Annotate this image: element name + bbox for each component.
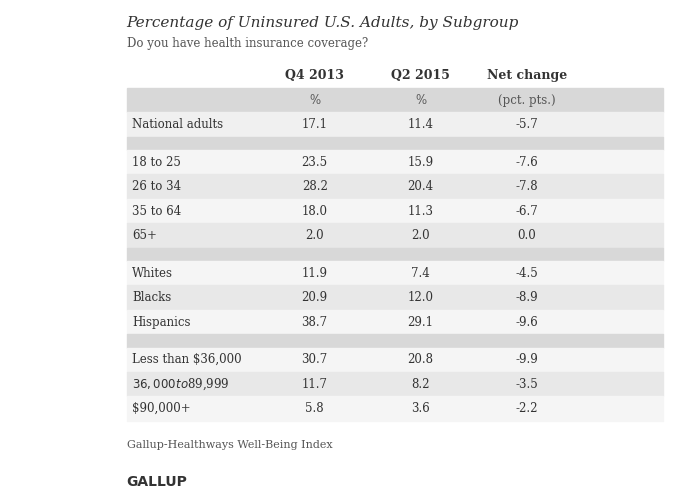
- Bar: [127, 285, 663, 310]
- Text: 17.1: 17.1: [302, 118, 328, 131]
- Bar: [127, 347, 663, 372]
- Text: Hispanics: Hispanics: [132, 316, 191, 328]
- Text: -3.5: -3.5: [515, 378, 538, 391]
- Text: National adults: National adults: [132, 118, 223, 131]
- Text: 20.9: 20.9: [302, 291, 328, 304]
- Bar: [127, 310, 663, 334]
- Text: Net change: Net change: [486, 69, 567, 82]
- Text: 7.4: 7.4: [411, 267, 430, 280]
- Text: $36,000 to $89,999: $36,000 to $89,999: [132, 376, 230, 392]
- Text: 11.7: 11.7: [302, 378, 328, 391]
- Text: 26 to 34: 26 to 34: [132, 180, 181, 193]
- Text: 35 to 64: 35 to 64: [132, 204, 181, 218]
- Text: 11.4: 11.4: [408, 118, 434, 131]
- Text: 15.9: 15.9: [408, 156, 434, 169]
- Bar: [127, 334, 663, 347]
- Text: -7.6: -7.6: [515, 156, 538, 169]
- Text: -6.7: -6.7: [515, 204, 538, 218]
- Bar: [127, 63, 663, 88]
- Text: 3.6: 3.6: [411, 402, 430, 415]
- Text: Whites: Whites: [132, 267, 173, 280]
- Text: Q4 2013: Q4 2013: [285, 69, 344, 82]
- Bar: [127, 137, 663, 150]
- Text: 28.2: 28.2: [302, 180, 328, 193]
- Text: 12.0: 12.0: [408, 291, 434, 304]
- Text: -4.5: -4.5: [515, 267, 538, 280]
- Text: %: %: [309, 94, 320, 107]
- Text: 29.1: 29.1: [408, 316, 434, 328]
- Text: -7.8: -7.8: [515, 180, 538, 193]
- Text: 18.0: 18.0: [302, 204, 328, 218]
- Text: GALLUP: GALLUP: [127, 475, 187, 488]
- Text: 30.7: 30.7: [302, 353, 328, 366]
- Text: -8.9: -8.9: [515, 291, 538, 304]
- Bar: [127, 248, 663, 261]
- Bar: [127, 261, 663, 285]
- Text: 20.4: 20.4: [408, 180, 434, 193]
- Text: -9.9: -9.9: [515, 353, 538, 366]
- Bar: [127, 150, 663, 174]
- Text: 5.8: 5.8: [305, 402, 324, 415]
- Text: 8.2: 8.2: [411, 378, 430, 391]
- Bar: [127, 88, 663, 112]
- Text: 18 to 25: 18 to 25: [132, 156, 181, 169]
- Text: 2.0: 2.0: [411, 229, 430, 242]
- Text: -2.2: -2.2: [516, 402, 538, 415]
- Text: Q2 2015: Q2 2015: [391, 69, 450, 82]
- Bar: [127, 396, 663, 421]
- Bar: [127, 174, 663, 199]
- Text: Less than $36,000: Less than $36,000: [132, 353, 241, 366]
- Bar: [127, 199, 663, 224]
- Text: 11.3: 11.3: [408, 204, 434, 218]
- Text: Gallup-Healthways Well-Being Index: Gallup-Healthways Well-Being Index: [127, 440, 332, 449]
- Text: 11.9: 11.9: [302, 267, 328, 280]
- Text: $90,000+: $90,000+: [132, 402, 191, 415]
- Text: Percentage of Uninsured U.S. Adults, by Subgroup: Percentage of Uninsured U.S. Adults, by …: [127, 17, 519, 30]
- Text: Do you have health insurance coverage?: Do you have health insurance coverage?: [127, 37, 368, 50]
- Text: -9.6: -9.6: [515, 316, 538, 328]
- Text: -5.7: -5.7: [515, 118, 538, 131]
- Text: 65+: 65+: [132, 229, 157, 242]
- Text: %: %: [415, 94, 426, 107]
- Bar: [127, 224, 663, 248]
- Text: 0.0: 0.0: [517, 229, 536, 242]
- Text: 23.5: 23.5: [302, 156, 328, 169]
- Text: 20.8: 20.8: [408, 353, 434, 366]
- Text: 38.7: 38.7: [302, 316, 328, 328]
- Bar: [127, 112, 663, 137]
- Text: (pct. pts.): (pct. pts.): [498, 94, 555, 107]
- Text: 2.0: 2.0: [305, 229, 324, 242]
- Text: Blacks: Blacks: [132, 291, 171, 304]
- Bar: [127, 372, 663, 396]
